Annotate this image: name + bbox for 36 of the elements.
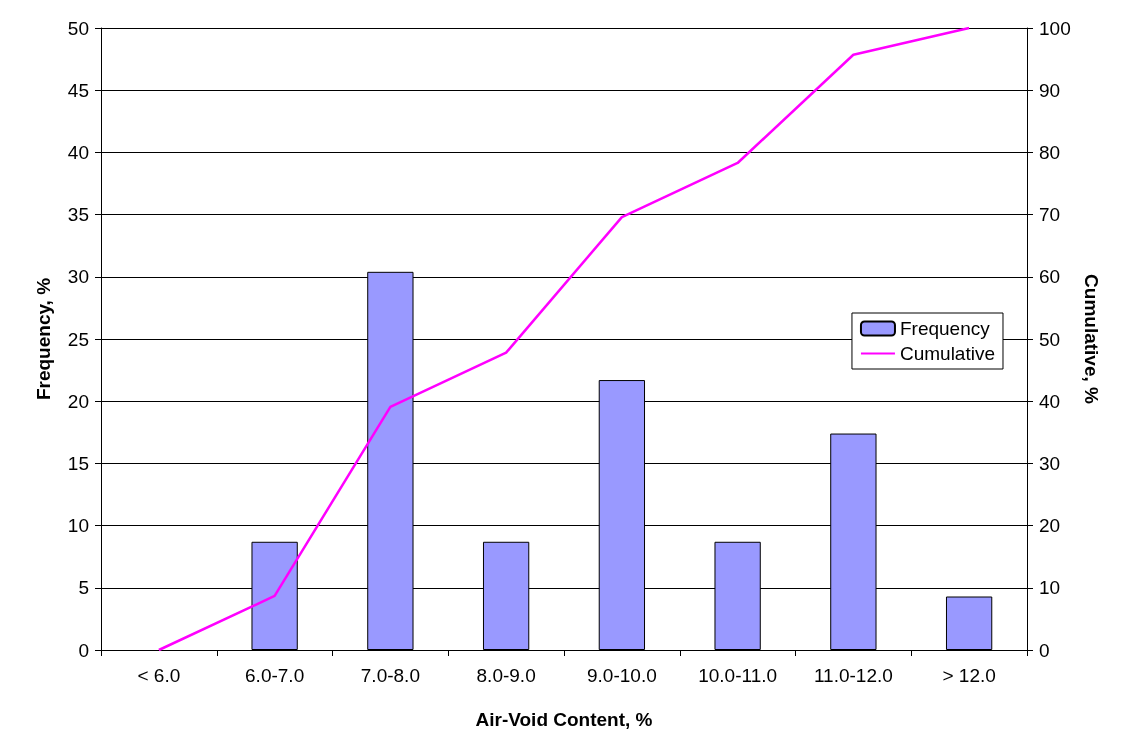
x-tick-label: < 6.0 xyxy=(137,665,181,686)
y-tick-label: 25 xyxy=(67,328,89,350)
legend-label: Frequency xyxy=(899,318,991,339)
y-tick-label: 50 xyxy=(67,17,89,39)
y2-tick-label: 80 xyxy=(1039,141,1061,163)
x-tick-label: 8.0-9.0 xyxy=(476,665,536,686)
y2-tick-label: 0 xyxy=(1039,639,1050,661)
y2-tick-label: 10 xyxy=(1039,577,1061,599)
y2-axis-title: Cumulative, % xyxy=(1081,274,1102,405)
y2-tick-label: 50 xyxy=(1039,328,1061,350)
x-tick-label: 7.0-8.0 xyxy=(360,665,420,686)
y2-tick-label: 70 xyxy=(1039,204,1061,226)
y2-tick-label: 60 xyxy=(1039,266,1061,288)
y2-tick-label: 30 xyxy=(1039,452,1061,474)
x-tick-label: 9.0-10.0 xyxy=(587,665,657,686)
y-tick-label: 0 xyxy=(78,639,89,661)
y-axis-title: Frequency, % xyxy=(33,277,54,401)
y-tick-label: 10 xyxy=(67,515,89,537)
x-tick-label: > 12.0 xyxy=(942,665,996,686)
y-tick-label: 30 xyxy=(67,266,89,288)
x-tick-label: 10.0-11.0 xyxy=(698,665,778,686)
y2-tick-label: 90 xyxy=(1039,79,1061,101)
y2-tick-label: 20 xyxy=(1039,515,1061,537)
legend-label: Cumulative xyxy=(899,343,996,364)
y2-tick-label: 40 xyxy=(1039,390,1061,412)
y-tick-label: 5 xyxy=(78,577,89,599)
x-axis-title: Air-Void Content, % xyxy=(475,709,653,730)
bar xyxy=(945,596,993,650)
x-tick-label: 6.0-7.0 xyxy=(245,665,305,686)
y-tick-label: 35 xyxy=(67,204,89,226)
y-tick-label: 40 xyxy=(67,141,89,163)
x-tick-label: 11.0-12.0 xyxy=(813,665,893,686)
y-tick-label: 15 xyxy=(67,452,89,474)
y-tick-label: 45 xyxy=(67,79,89,101)
y-tick-label: 20 xyxy=(67,390,89,412)
y2-tick-label: 100 xyxy=(1039,17,1071,39)
